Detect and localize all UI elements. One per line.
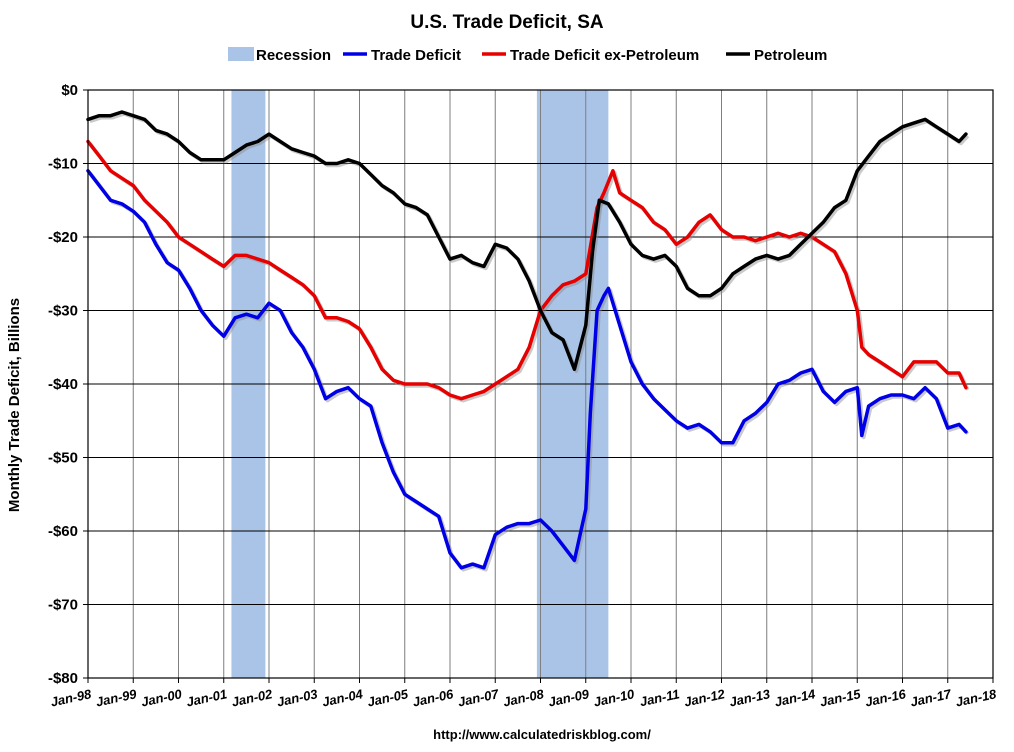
x-tick-label: Jan-10 bbox=[592, 686, 636, 709]
y-tick-label: -$10 bbox=[48, 156, 78, 173]
x-axis-ticks: Jan-98 Jan-99 Jan-00 Jan-01 Jan-02 Jan-03 Jan-… bbox=[49, 678, 998, 710]
legend-label-trade-deficit: Trade Deficit bbox=[371, 47, 461, 64]
legend-label-recession: Recession bbox=[256, 47, 331, 64]
legend-label-petroleum: Petroleum bbox=[754, 47, 827, 64]
legend-swatch-recession bbox=[228, 47, 254, 61]
x-tick-label: Jan-11 bbox=[638, 686, 680, 709]
y-tick-label: -$60 bbox=[48, 523, 78, 540]
y-tick-label: -$20 bbox=[48, 229, 78, 246]
source-url: http://www.calculatedriskblog.com/ bbox=[433, 727, 651, 742]
x-tick-label: Jan-13 bbox=[728, 686, 772, 709]
x-tick-label: Jan-09 bbox=[547, 686, 591, 709]
x-tick-label: Jan-99 bbox=[94, 686, 138, 709]
legend: Recession Trade Deficit Trade Deficit ex-P… bbox=[228, 47, 827, 64]
y-tick-label: -$70 bbox=[48, 597, 78, 614]
x-tick-label: Jan-01 bbox=[185, 686, 228, 709]
x-tick-label: Jan-15 bbox=[818, 686, 862, 709]
y-tick-label: -$80 bbox=[48, 670, 78, 687]
y-axis-label: Monthly Trade Deficit, Billions bbox=[6, 298, 23, 512]
x-tick-label: Jan-05 bbox=[366, 686, 410, 709]
series-line-petroleum bbox=[86, 110, 968, 372]
x-tick-label: Jan-08 bbox=[502, 686, 546, 709]
x-tick-label: Jan-04 bbox=[321, 686, 365, 709]
x-tick-label: Jan-12 bbox=[683, 686, 727, 709]
x-tick-label: Jan-14 bbox=[773, 686, 817, 709]
chart-title: U.S. Trade Deficit, SA bbox=[410, 12, 603, 33]
legend-label-trade-deficit-ex-petroleum: Trade Deficit ex-Petroleum bbox=[510, 47, 699, 64]
x-tick-label: Jan-16 bbox=[864, 686, 908, 709]
x-tick-label: Jan-07 bbox=[456, 686, 500, 709]
y-tick-label: $0 bbox=[61, 82, 78, 99]
series-line-trade-deficit bbox=[86, 169, 968, 570]
y-tick-label: -$40 bbox=[48, 376, 78, 393]
x-tick-label: Jan-17 bbox=[909, 686, 953, 709]
x-tick-label: Jan-02 bbox=[230, 686, 274, 709]
x-tick-label: Jan-18 bbox=[954, 686, 998, 709]
y-tick-label: -$30 bbox=[48, 303, 78, 320]
x-tick-label: Jan-03 bbox=[275, 686, 319, 709]
x-tick-label: Jan-00 bbox=[140, 686, 184, 709]
y-axis-ticks: $0 -$10 -$20 -$30 -$40 -$50 -$60 -$70 -$80 bbox=[48, 82, 88, 687]
x-tick-label: Jan-06 bbox=[411, 686, 455, 709]
x-tick-label: Jan-98 bbox=[49, 686, 93, 709]
data-series bbox=[86, 110, 970, 572]
y-tick-label: -$50 bbox=[48, 450, 78, 467]
